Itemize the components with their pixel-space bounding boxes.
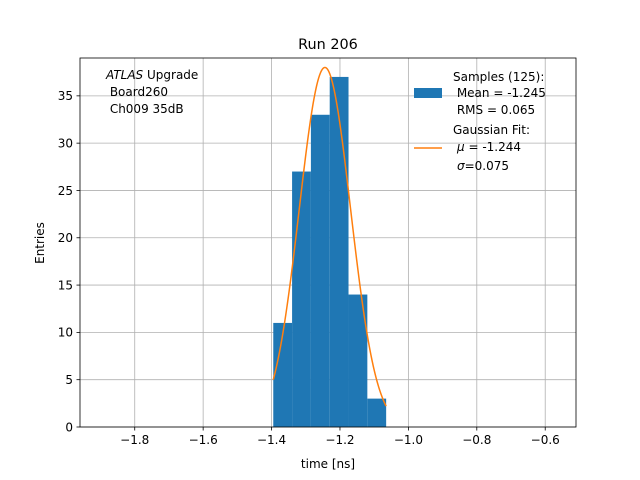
y-tick-label: 35	[58, 89, 73, 103]
annotation-line-1: ATLAS Upgrade	[105, 68, 198, 82]
annotation-line-3: Ch009 35dB	[106, 102, 184, 116]
legend-histogram-line-3: RMS = 0.065	[453, 103, 535, 117]
histogram-bar	[273, 322, 293, 427]
histogram-bar	[329, 76, 349, 427]
y-tick-label: 10	[58, 326, 73, 340]
x-tick-label: −0.8	[462, 433, 491, 447]
legend-sigma-value: =0.075	[465, 159, 509, 173]
x-tick-label: −1.6	[189, 433, 218, 447]
x-axis-label: time [ns]	[301, 457, 355, 471]
histogram-bar	[292, 171, 311, 427]
annotation-atlas: ATLAS	[105, 68, 144, 82]
x-tick-label: −0.6	[531, 433, 560, 447]
annotation-line-2: Board260	[106, 85, 168, 99]
gaussian-fit-curve	[272, 66, 387, 407]
x-tick-label: −1.8	[120, 433, 149, 447]
y-tick-label: 15	[58, 278, 73, 292]
legend-sigma-symbol: σ	[457, 159, 465, 173]
y-tick-label: 20	[58, 231, 73, 245]
y-axis-label: Entries	[33, 222, 47, 264]
x-tick-label: −1.2	[325, 433, 354, 447]
legend-fit-line-3: σ=0.075	[457, 159, 509, 173]
atlas-annotation: ATLAS Upgrade Board260 Ch009 35dB	[105, 68, 198, 116]
legend-histogram-line-2: Mean = -1.245	[453, 86, 546, 100]
histogram-bar	[348, 294, 368, 427]
legend-swatch-histogram	[414, 88, 442, 98]
legend-fit-line-2: μ = -1.244	[456, 140, 521, 154]
histogram-bar	[310, 114, 330, 428]
y-tick-label: 25	[58, 184, 73, 198]
legend: Samples (125): Mean = -1.245 RMS = 0.065…	[414, 70, 546, 173]
chart-title: Run 206	[298, 37, 358, 53]
legend-mu-symbol: μ	[456, 140, 465, 154]
annotation-upgrade: Upgrade	[143, 68, 198, 82]
y-tick-label: 30	[58, 136, 73, 150]
legend-fit-line-1: Gaussian Fit:	[453, 123, 530, 137]
x-tick-label: −1.0	[394, 433, 423, 447]
y-axis-ticks: 0 5 10 15 20 25 30 35	[58, 89, 80, 434]
histogram-bars	[273, 76, 387, 428]
histogram-bar	[367, 398, 387, 427]
y-tick-label: 5	[65, 373, 73, 387]
plot-frame	[79, 57, 577, 428]
legend-histogram-line-1: Samples (125):	[453, 70, 544, 84]
legend-mu-value: = -1.244	[465, 140, 521, 154]
x-axis-ticks: −1.8 −1.6 −1.4 −1.2 −1.0 −0.8 −0.6	[120, 427, 560, 447]
y-tick-label: 0	[65, 420, 73, 434]
x-tick-label: −1.4	[257, 433, 286, 447]
